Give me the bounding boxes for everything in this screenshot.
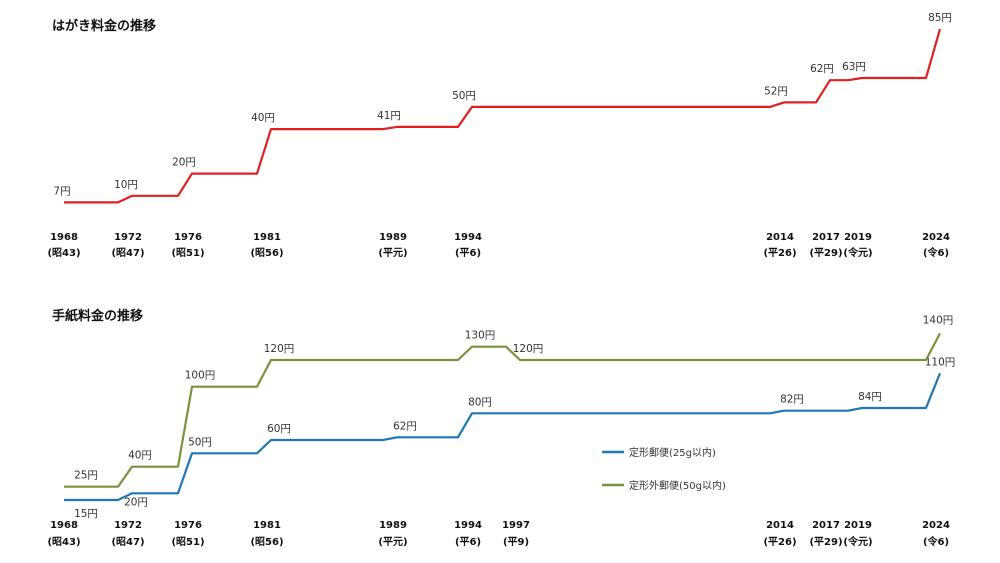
x-tick-era-label: (平6): [455, 536, 481, 548]
x-tick-label: 2017: [812, 520, 840, 531]
data-label: 140円: [923, 314, 954, 326]
x-tick-label: 1972: [114, 520, 142, 531]
x-tick-era-label: (昭51): [171, 247, 204, 259]
x-tick-label: 2014: [766, 520, 794, 531]
x-tick-label: 2024: [922, 520, 950, 531]
x-tick-era-label: (平26): [763, 536, 796, 548]
data-label: 40円: [251, 112, 275, 124]
x-tick-label: 1989: [379, 520, 407, 531]
x-tick-era-label: (令6): [923, 246, 949, 259]
data-label: 62円: [810, 63, 834, 75]
data-label: 80円: [468, 396, 492, 408]
data-label: 15円: [74, 508, 98, 520]
x-tick-label: 1976: [174, 232, 202, 243]
x-tick-era-label: (昭51): [171, 536, 204, 548]
x-tick-era-label: (平26): [763, 247, 796, 259]
x-tick-label: 1976: [174, 520, 202, 531]
x-tick-label: 1981: [253, 232, 281, 243]
data-label: 120円: [264, 343, 295, 355]
data-label: 130円: [465, 330, 496, 342]
x-tick-era-label: (昭43): [47, 247, 80, 259]
data-label: 62円: [393, 420, 417, 432]
data-label: 63円: [842, 61, 866, 73]
data-label: 25円: [74, 470, 98, 482]
x-tick-era-label: (平6): [455, 247, 481, 259]
x-tick-era-label: (平元): [378, 247, 407, 259]
data-label: 10円: [114, 179, 138, 191]
series-line: [64, 372, 942, 502]
x-tick-era-label: (平元): [378, 536, 407, 548]
x-tick-era-label: (昭56): [250, 247, 283, 259]
data-label: 52円: [764, 85, 788, 97]
x-tick-era-label: (平29): [809, 247, 842, 259]
data-label: 40円: [128, 450, 152, 462]
x-tick-label: 1989: [379, 232, 407, 243]
data-label: 20円: [172, 157, 196, 169]
x-tick-label: 2014: [766, 232, 794, 243]
x-tick-label: 1968: [50, 232, 78, 243]
legend-label: 定形外郵便(50g以内): [629, 479, 726, 492]
x-tick-label: 1968: [50, 520, 78, 531]
x-tick-label: 1997: [502, 520, 530, 531]
series-line: [64, 28, 942, 204]
data-label: 7円: [53, 185, 70, 197]
x-tick-label: 1972: [114, 232, 142, 243]
data-label: 60円: [267, 423, 291, 435]
x-tick-era-label: (昭43): [47, 536, 80, 548]
x-tick-label: 2017: [812, 232, 840, 243]
data-label: 50円: [188, 436, 212, 448]
data-label: 41円: [377, 110, 401, 122]
x-tick-label: 1981: [253, 520, 281, 531]
legend-label: 定形郵便(25g以内): [629, 446, 716, 459]
data-label: 82円: [780, 394, 804, 406]
x-tick-label: 1994: [454, 520, 482, 531]
chart-title: 手紙料金の推移: [52, 308, 143, 324]
x-tick-era-label: (平29): [809, 536, 842, 548]
data-label: 20円: [124, 496, 148, 508]
x-tick-label: 2024: [922, 232, 950, 243]
x-tick-label: 1994: [454, 232, 482, 243]
x-tick-era-label: (昭47): [111, 247, 144, 259]
data-label: 50円: [452, 90, 476, 102]
x-tick-era-label: (令元): [843, 535, 872, 548]
data-label: 120円: [513, 343, 544, 355]
data-label: 110円: [925, 356, 956, 368]
chart-title: はがき料金の推移: [52, 18, 156, 34]
x-tick-era-label: (令6): [923, 535, 949, 548]
data-label: 84円: [858, 391, 882, 403]
x-tick-era-label: (平9): [503, 536, 529, 548]
x-tick-label: 2019: [844, 520, 872, 531]
x-tick-label: 2019: [844, 232, 872, 243]
data-label: 100円: [185, 370, 216, 382]
x-tick-era-label: (令元): [843, 246, 872, 259]
x-tick-era-label: (昭56): [250, 536, 283, 548]
data-label: 85円: [928, 12, 952, 24]
x-tick-era-label: (昭47): [111, 536, 144, 548]
series-line: [64, 332, 941, 488]
